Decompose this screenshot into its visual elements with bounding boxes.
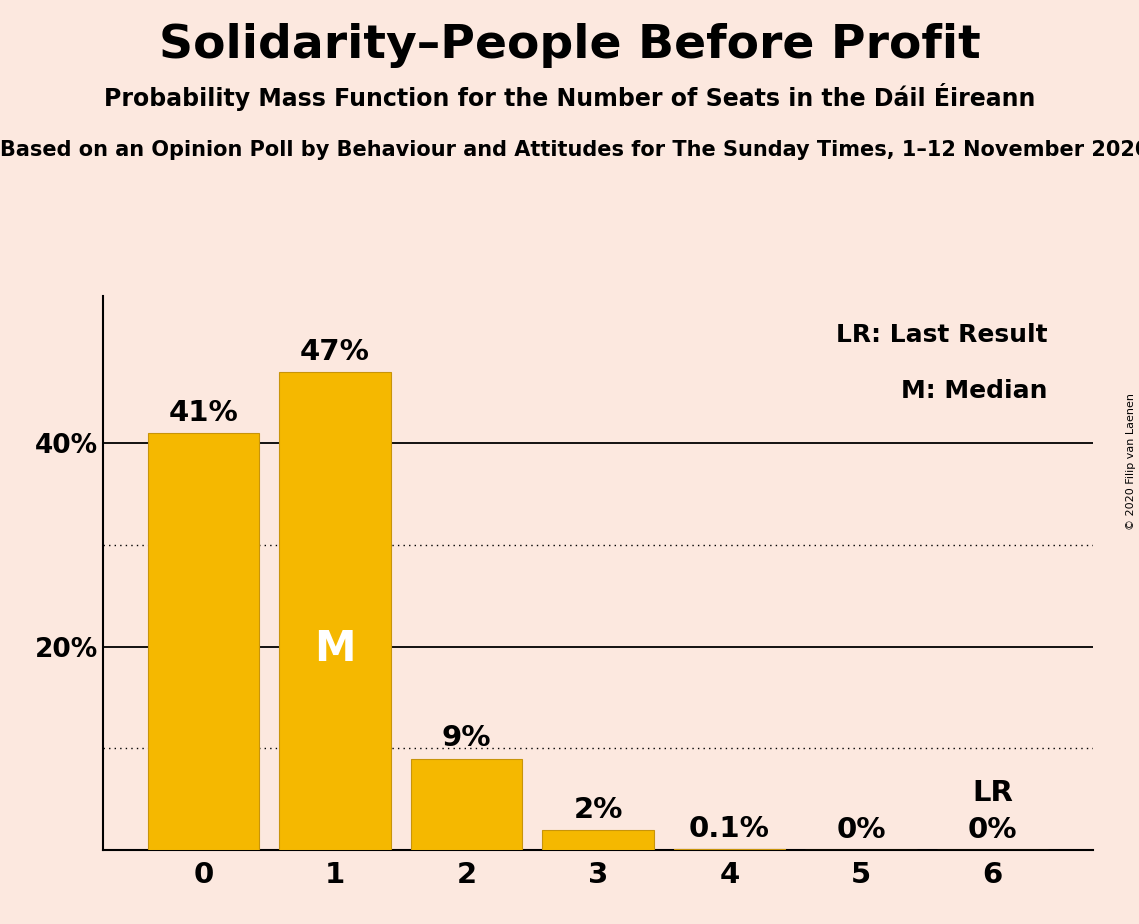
Bar — [673, 849, 786, 850]
Bar — [148, 433, 260, 850]
Bar — [410, 759, 523, 850]
Text: 0.1%: 0.1% — [689, 815, 770, 843]
Text: 47%: 47% — [300, 338, 370, 366]
Text: LR: Last Result: LR: Last Result — [836, 323, 1048, 347]
Text: 41%: 41% — [169, 399, 238, 427]
Text: 0%: 0% — [836, 816, 886, 844]
Text: M: Median: M: Median — [901, 379, 1048, 403]
Text: © 2020 Filip van Laenen: © 2020 Filip van Laenen — [1126, 394, 1136, 530]
Text: 0%: 0% — [968, 816, 1017, 844]
Bar — [279, 372, 391, 850]
Text: M: M — [314, 628, 355, 670]
Text: Solidarity–People Before Profit: Solidarity–People Before Profit — [158, 23, 981, 68]
Text: 2%: 2% — [573, 796, 623, 823]
Text: LR: LR — [972, 779, 1013, 808]
Text: Probability Mass Function for the Number of Seats in the Dáil Éireann: Probability Mass Function for the Number… — [104, 83, 1035, 111]
Text: Based on an Opinion Poll by Behaviour and Attitudes for The Sunday Times, 1–12 N: Based on an Opinion Poll by Behaviour an… — [0, 140, 1139, 161]
Bar — [542, 830, 654, 850]
Text: 9%: 9% — [442, 724, 491, 752]
